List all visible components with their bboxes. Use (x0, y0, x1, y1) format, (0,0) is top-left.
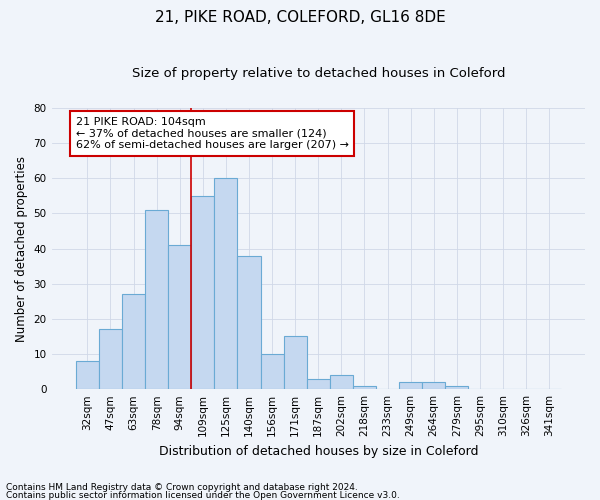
Text: Contains public sector information licensed under the Open Government Licence v3: Contains public sector information licen… (6, 490, 400, 500)
Bar (214, 178, 238, 389)
Text: Contains HM Land Registry data © Crown copyright and database right 2024.: Contains HM Land Registry data © Crown c… (6, 484, 358, 492)
Bar (422, 382, 445, 389)
Bar (353, 386, 376, 389)
Bar (307, 378, 330, 389)
Bar (260, 354, 284, 389)
Bar (330, 375, 353, 389)
Bar (191, 196, 214, 389)
X-axis label: Distribution of detached houses by size in Coleford: Distribution of detached houses by size … (158, 444, 478, 458)
Bar (76, 361, 99, 389)
Bar (284, 336, 307, 389)
Text: 21 PIKE ROAD: 104sqm
← 37% of detached houses are smaller (124)
62% of semi-deta: 21 PIKE ROAD: 104sqm ← 37% of detached h… (76, 117, 349, 150)
Y-axis label: Number of detached properties: Number of detached properties (15, 156, 28, 342)
Bar (99, 330, 122, 389)
Bar (122, 294, 145, 389)
Bar (238, 256, 260, 389)
Bar (445, 386, 469, 389)
Bar (399, 382, 422, 389)
Text: 21, PIKE ROAD, COLEFORD, GL16 8DE: 21, PIKE ROAD, COLEFORD, GL16 8DE (155, 10, 445, 25)
Bar (168, 245, 191, 389)
Title: Size of property relative to detached houses in Coleford: Size of property relative to detached ho… (131, 68, 505, 80)
Bar (145, 210, 168, 389)
